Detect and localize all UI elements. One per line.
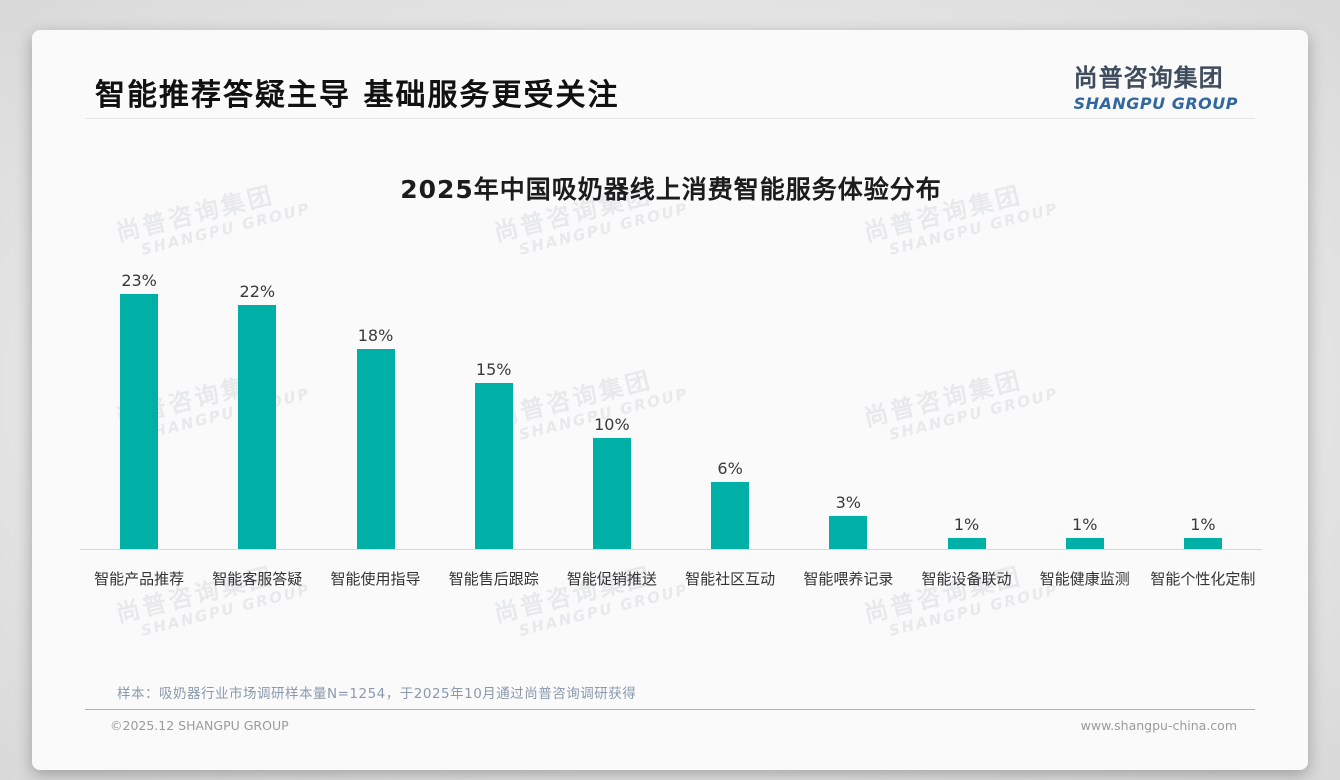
copyright-text: ©2025.12 SHANGPU GROUP	[110, 718, 289, 733]
bar-value-label: 15%	[475, 359, 512, 379]
footer-bar: ©2025.12 SHANGPU GROUP www.shangpu-china…	[110, 718, 1237, 733]
bar-value-label: 10%	[594, 415, 630, 434]
bar-column: 1%	[1144, 515, 1262, 549]
category-label: 智能喂养记录	[803, 570, 894, 588]
category-label: 智能客服答疑	[212, 570, 303, 588]
brand-logo: 尚普咨询集团 SHANGPU GROUP	[1074, 58, 1238, 113]
bar	[238, 304, 277, 549]
bar-column: 15%	[435, 359, 553, 549]
bar-column: 1%	[1026, 515, 1144, 549]
category-label: 智能售后跟踪	[448, 570, 539, 588]
bar-column: 22%	[198, 282, 316, 549]
category-label: 智能健康监测	[1039, 570, 1130, 588]
bar-value-label: 18%	[357, 326, 394, 346]
sample-note: 样本：吸奶器行业市场调研样本量N=1254，于2025年10月通过尚普咨询调研获…	[117, 686, 637, 702]
category-label: 智能产品推荐	[94, 570, 185, 588]
bar-chart-plot-area: 23% 22% 18% 15% 10% 6% 3% 1% 1% 1%	[80, 268, 1262, 550]
report-card: 尚普咨询集团 SHANGPU GROUP 尚普咨询集团 SHANGPU GROUP 尚普…	[32, 30, 1308, 770]
bar-value-label: 1%	[953, 514, 980, 534]
header-divider	[85, 118, 1255, 119]
page-title: 智能推荐答疑主导 基础服务更受关注	[95, 78, 620, 113]
bar-column: 18%	[316, 326, 434, 549]
bar	[829, 515, 868, 549]
bar-chart-category-axis: 智能产品推荐 智能客服答疑 智能使用指导 智能售后跟踪 智能促销推送 智能社区互动 智能喂养…	[80, 568, 1262, 589]
watermark: 尚普咨询集团 SHANGPU GROUP	[490, 548, 691, 644]
bar-column: 3%	[789, 493, 907, 549]
brand-logo-english: SHANGPU GROUP	[1073, 94, 1238, 113]
bar-value-label: 6%	[717, 459, 743, 479]
watermark-english: SHANGPU GROUP	[887, 580, 1061, 640]
bar	[711, 482, 750, 549]
bar	[1065, 537, 1104, 549]
bar	[474, 382, 513, 549]
chart-title: 2025年中国吸奶器线上消费智能服务体验分布	[400, 175, 942, 204]
bar	[120, 293, 159, 549]
watermark: 尚普咨询集团 SHANGPU GROUP	[860, 548, 1061, 644]
bar	[947, 537, 986, 549]
bar-value-label: 1%	[1190, 514, 1216, 534]
brand-logo-chinese: 尚普咨询集团	[1073, 64, 1224, 92]
watermark-english: SHANGPU GROUP	[517, 199, 691, 259]
bar-value-label: 23%	[121, 270, 157, 290]
category-label: 智能个性化定制	[1150, 570, 1256, 588]
watermark: 尚普咨询集团 SHANGPU GROUP	[112, 548, 313, 644]
watermark-english: SHANGPU GROUP	[887, 199, 1061, 259]
watermark-english: SHANGPU GROUP	[517, 580, 691, 640]
bar-value-label: 22%	[239, 281, 276, 301]
category-label: 智能使用指导	[330, 570, 421, 588]
watermark-english: SHANGPU GROUP	[139, 199, 313, 259]
bar-column: 23%	[80, 271, 198, 549]
bar	[592, 438, 631, 549]
bar	[1183, 537, 1222, 549]
bar-value-label: 3%	[835, 492, 862, 512]
category-label: 智能设备联动	[921, 570, 1012, 588]
bar	[356, 349, 395, 549]
bar-column: 6%	[671, 459, 789, 549]
bar-value-label: 1%	[1072, 514, 1098, 534]
footer-divider	[85, 709, 1255, 710]
bar-column: 1%	[907, 515, 1025, 549]
watermark-english: SHANGPU GROUP	[139, 580, 313, 640]
category-label: 智能社区互动	[685, 570, 776, 588]
website-url: www.shangpu-china.com	[1080, 718, 1237, 733]
category-label: 智能促销推送	[566, 570, 657, 588]
bar-column: 10%	[553, 415, 671, 549]
